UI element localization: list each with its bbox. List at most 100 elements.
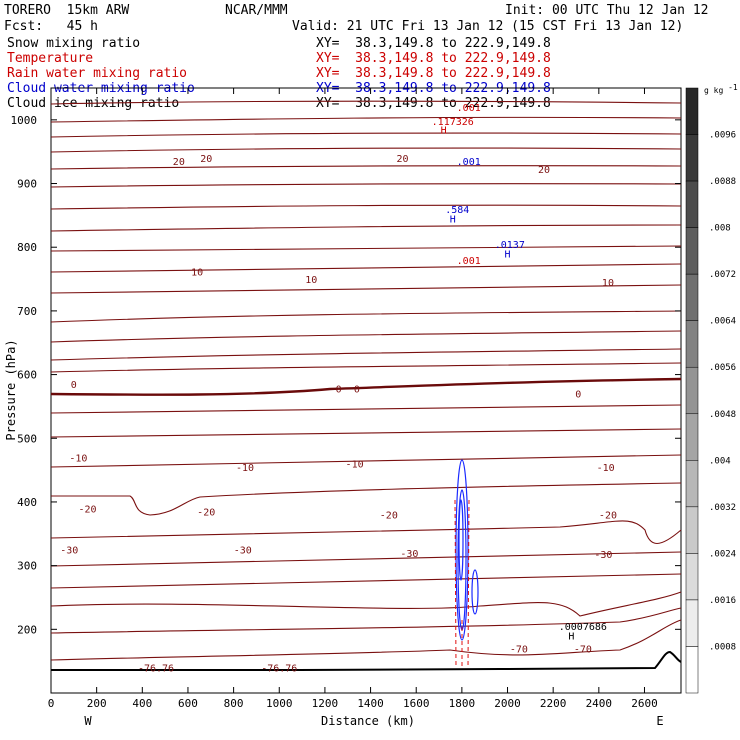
extremum-annotation: .001 [457, 256, 481, 267]
east-label: E [656, 714, 663, 728]
legend-cloud-water-label: Cloud water mixing ratio [7, 81, 195, 96]
isotherm-line [50, 428, 682, 438]
model-title: TORERO 15km ARW [4, 3, 130, 18]
isotherm-label: -20 [197, 508, 215, 519]
isotherm-label: -10 [236, 463, 254, 474]
isotherm-line [50, 454, 682, 468]
colorbar-swatch [685, 599, 699, 647]
x-tick-label: 1800 [449, 697, 476, 710]
plot-frame [50, 87, 682, 694]
colorbar-label: .0048 [709, 410, 736, 420]
colorbar-unit-exp: -1 [728, 83, 738, 92]
colorbar-unit: g kg -1 [704, 83, 738, 95]
y-tick-label: 1000 [11, 114, 38, 127]
isotherm-zero [50, 377, 682, 396]
colorbar-swatch [685, 134, 699, 182]
colorbar-swatch [685, 320, 699, 368]
colorbar-label: .0064 [709, 317, 736, 327]
colorbar-label: .0032 [709, 503, 736, 513]
isotherm-label: 20 [173, 157, 185, 168]
colorbar-label: .0056 [709, 363, 736, 373]
y-tick-label: 600 [17, 369, 37, 382]
isotherm-label: 20 [396, 154, 408, 165]
colorbar-label: .004 [709, 456, 731, 466]
isotherm-line [50, 619, 682, 661]
y-axis-title: Pressure (hPa) [4, 339, 18, 440]
colorbar-label: .0008 [709, 642, 736, 652]
x-tick-label: 1200 [312, 697, 339, 710]
isotherm-line [50, 362, 682, 373]
legend-rain-xy: XY= 38.3,149.8 to 222.9,149.8 [316, 66, 551, 81]
isotherm-line [50, 224, 682, 232]
x-tick-label: 2200 [540, 697, 567, 710]
isotherm-label: 0 [575, 390, 581, 401]
y-tick-label: 500 [17, 432, 37, 445]
colorbar-label: .008 [709, 224, 731, 234]
x-tick-label: 1000 [266, 697, 293, 710]
isotherm-label: 20 [200, 154, 212, 165]
isotherm-label: -70 [574, 644, 592, 655]
isotherm-line [50, 348, 682, 361]
colorbar-swatch [685, 366, 699, 415]
x-tick-label: 2400 [586, 697, 613, 710]
isotherm-label: -10 [346, 460, 364, 471]
extremum-annotation: H [441, 125, 447, 136]
x-tick-label: 2600 [631, 697, 658, 710]
isotherm-line [50, 183, 682, 188]
legend-temperature-xy: XY= 38.3,149.8 to 222.9,149.8 [316, 51, 551, 66]
temperature-labels: -76.76 -76.76 -70 -70 -30 -30 -30 -30 -20 -20 -20 -… [60, 154, 617, 674]
y-tick-label: 300 [17, 560, 37, 573]
organization: NCAR/MMM [225, 3, 288, 18]
isotherm-label: 0 [336, 385, 342, 396]
isotherm-line [50, 573, 682, 589]
extremum-annotation: .001 [457, 157, 481, 168]
x-tick-label: 0 [48, 697, 55, 710]
extremum-annotation: .0007686 [559, 622, 607, 633]
y-tick-label: 200 [17, 623, 37, 636]
cloud-water-contour [455, 459, 469, 641]
x-tick-label: 2000 [494, 697, 521, 710]
isotherm-line [50, 330, 682, 343]
isotherm-label: -70 [510, 644, 528, 655]
isotherm-label: 10 [602, 278, 614, 289]
colorbar-swatch [685, 553, 699, 601]
isotherm-label: -30 [234, 546, 252, 557]
west-label: W [84, 714, 92, 728]
isotherm-line [51, 482, 682, 516]
legend-cloud-ice-xy: XY= 38.3,149.8 to 222.9,149.8 [316, 96, 551, 111]
colorbar-label: .0024 [709, 549, 736, 559]
extremum-annotation: .001 [457, 103, 481, 114]
extremum-annotation: H [568, 632, 574, 643]
isotherm-label: -30 [400, 549, 418, 560]
colorbar-label: .0088 [709, 177, 736, 187]
colorbar: g kg -1 .0096.0088.008.0072.0064.0056.00… [685, 83, 738, 694]
legend-snow-label: Snow mixing ratio [7, 36, 141, 51]
isotherm-label: 10 [305, 275, 317, 286]
y-tick-label: 400 [17, 496, 37, 509]
colorbar-swatch [685, 273, 699, 321]
isotherm-label: -30 [594, 550, 612, 561]
init-time: Init: 00 UTC Thu 12 Jan 12 [505, 3, 709, 18]
cloud-water-contours [455, 459, 479, 641]
isotherm-label: -20 [78, 504, 96, 515]
isotherm-line [50, 284, 682, 294]
isotherm-label: -76.76 [138, 664, 174, 675]
y-tick-label: 700 [17, 305, 37, 318]
legend-snow-xy: XY= 38.3,149.8 to 222.9,149.8 [316, 36, 551, 51]
colorbar-swatches [685, 87, 699, 694]
isotherm-line [50, 520, 682, 545]
isotherm-label: 10 [191, 267, 203, 278]
isotherm-line [50, 132, 682, 138]
isotherm-line [50, 551, 682, 567]
colorbar-swatch [685, 460, 699, 508]
isotherm-label: -76.76 [261, 664, 297, 675]
x-tick-label: 200 [87, 697, 107, 710]
x-tick-label: 600 [178, 697, 198, 710]
colorbar-swatch [685, 87, 699, 135]
isotherm-label: -20 [599, 511, 617, 522]
colorbar-swatch [685, 413, 699, 461]
isotherm-label: -30 [60, 546, 78, 557]
rain-water-contours [454, 499, 470, 669]
